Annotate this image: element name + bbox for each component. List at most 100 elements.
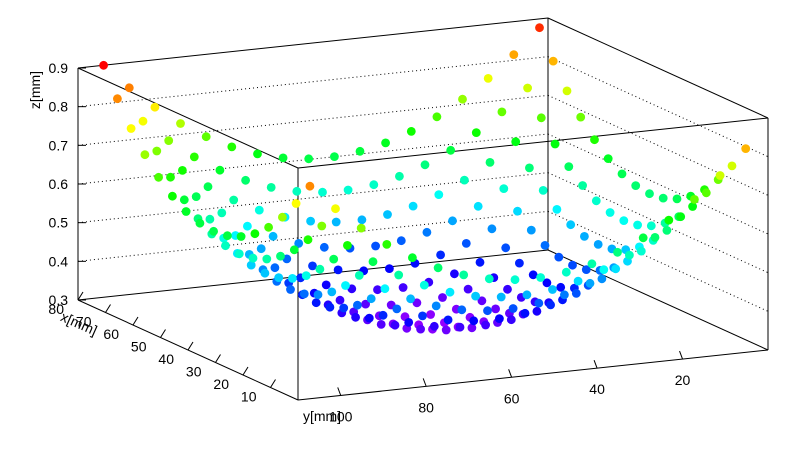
- x-tick-label: 80: [48, 301, 64, 317]
- data-point: [164, 136, 174, 146]
- x-tick-label: 40: [158, 351, 174, 367]
- data-point: [270, 263, 280, 273]
- y-tick-label: 60: [504, 390, 520, 406]
- data-point: [291, 199, 301, 208]
- data-point: [459, 270, 469, 280]
- data-point: [564, 162, 574, 172]
- data-point: [509, 50, 519, 59]
- data-point: [664, 215, 674, 225]
- data-point: [485, 158, 495, 167]
- data-point: [645, 189, 654, 199]
- data-point: [408, 201, 418, 211]
- data-point: [599, 265, 609, 274]
- z-grid-line: [547, 56, 769, 158]
- data-point: [406, 126, 416, 136]
- data-point: [477, 296, 487, 306]
- data-point: [246, 260, 256, 270]
- frame-edge: [297, 117, 769, 169]
- x-tick-mark: [132, 316, 139, 326]
- data-point: [327, 287, 337, 297]
- data-point: [209, 226, 219, 236]
- data-point: [274, 273, 284, 282]
- data-point: [250, 229, 260, 239]
- data-point: [457, 305, 467, 315]
- data-point: [508, 304, 518, 313]
- data-point: [499, 184, 509, 194]
- data-point: [398, 283, 408, 292]
- data-point: [140, 150, 150, 160]
- data-point: [566, 220, 576, 230]
- data-point: [636, 246, 646, 256]
- data-point: [483, 74, 493, 83]
- data-point: [385, 264, 394, 273]
- data-point: [420, 160, 430, 170]
- data-point: [503, 284, 512, 294]
- data-point: [276, 251, 285, 261]
- data-point: [550, 139, 560, 149]
- data-point: [368, 257, 378, 267]
- data-point: [434, 190, 444, 200]
- z-grid-line: [77, 56, 549, 108]
- data-point: [542, 278, 552, 288]
- data-point: [301, 271, 311, 280]
- data-point: [152, 146, 162, 156]
- data-point: [318, 187, 327, 197]
- data-point: [331, 204, 340, 214]
- data-point: [253, 149, 262, 159]
- data-point: [515, 258, 524, 268]
- data-point: [355, 146, 365, 156]
- data-point: [331, 217, 341, 227]
- axes-frame: [77, 17, 769, 401]
- data-point: [638, 233, 648, 243]
- z-grid-line: [77, 94, 549, 146]
- data-points: [99, 23, 751, 335]
- frame-edge: [77, 67, 299, 169]
- data-point: [646, 221, 656, 231]
- data-point: [467, 323, 477, 333]
- data-point: [448, 216, 457, 226]
- y-tick-mark: [679, 350, 684, 360]
- data-point: [288, 274, 297, 283]
- data-point: [229, 195, 239, 205]
- data-point: [496, 292, 506, 302]
- data-point: [473, 201, 483, 211]
- data-point: [419, 280, 429, 290]
- data-point: [631, 181, 641, 191]
- z-grid-line: [77, 210, 549, 262]
- data-point: [688, 202, 697, 211]
- x-tick-label: 20: [213, 376, 229, 392]
- data-point: [418, 311, 427, 321]
- z-tick-label: 0.4: [49, 253, 69, 269]
- data-point: [727, 161, 737, 171]
- frame-edge: [547, 249, 769, 351]
- data-point: [578, 181, 587, 190]
- data-point: [445, 287, 455, 297]
- data-point: [511, 137, 521, 147]
- data-point: [305, 181, 315, 191]
- data-point: [455, 322, 465, 332]
- data-point: [560, 290, 569, 300]
- data-point: [495, 314, 504, 323]
- z-axis-title: z[mm]: [27, 71, 43, 109]
- data-point: [339, 303, 349, 313]
- data-point: [395, 171, 404, 181]
- data-point: [497, 107, 507, 117]
- data-point: [343, 185, 353, 195]
- frame-edge: [297, 349, 769, 401]
- z-tick-label: 0.7: [49, 137, 69, 153]
- data-point: [311, 298, 321, 308]
- data-point: [381, 138, 390, 148]
- data-point: [178, 166, 187, 175]
- data-point: [248, 253, 258, 263]
- data-point: [378, 310, 388, 320]
- data-point: [166, 172, 175, 182]
- data-point: [317, 221, 327, 231]
- x-tick-mark: [160, 329, 166, 338]
- data-point: [223, 231, 232, 241]
- x-tick-label: 30: [186, 364, 202, 380]
- data-point: [422, 227, 432, 237]
- data-point: [715, 171, 725, 180]
- data-point: [501, 243, 511, 253]
- data-point: [535, 23, 544, 33]
- data-point: [701, 188, 711, 198]
